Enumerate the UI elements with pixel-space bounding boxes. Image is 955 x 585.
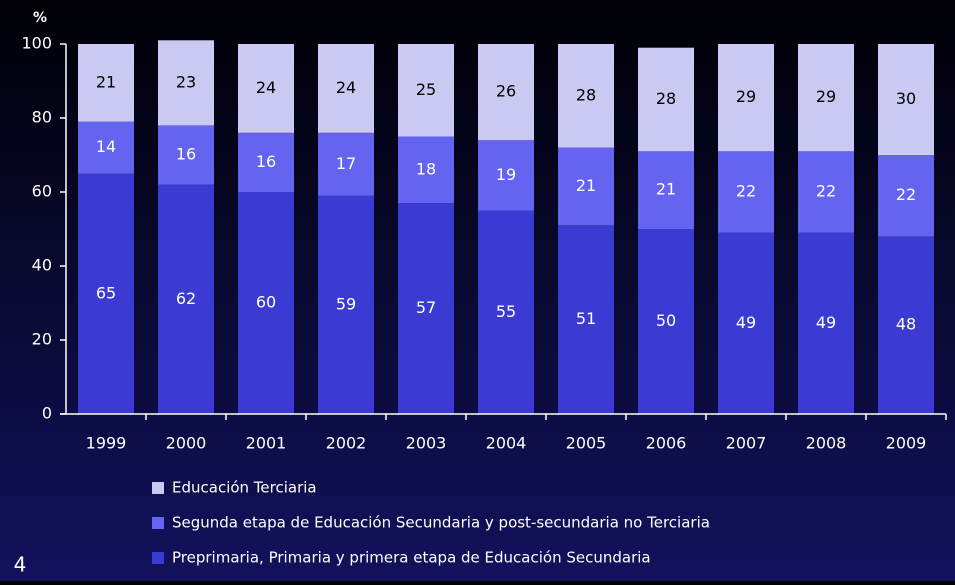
data-label: 19 — [496, 165, 516, 184]
data-label: 17 — [336, 154, 356, 173]
data-label: 14 — [96, 137, 116, 156]
data-label: 28 — [656, 89, 676, 108]
data-label: 24 — [336, 78, 356, 97]
bar-segment — [238, 44, 294, 133]
x-tick-label: 2003 — [406, 434, 447, 453]
x-tick-label: 2008 — [806, 434, 847, 453]
data-label: 29 — [736, 87, 756, 106]
data-label: 55 — [496, 302, 516, 321]
y-tick-label: 80 — [32, 108, 52, 127]
y-axis-label: % — [33, 10, 47, 26]
data-label: 16 — [176, 145, 196, 164]
bar-segment — [878, 236, 934, 414]
bar-segment — [318, 44, 374, 133]
bar-segment — [158, 40, 214, 126]
data-label: 65 — [96, 283, 116, 302]
bar-segment — [478, 140, 534, 211]
data-label: 62 — [176, 289, 196, 308]
bar-segment — [558, 44, 614, 148]
legend-label: Preprimaria, Primaria y primera etapa de… — [172, 549, 651, 567]
legend-label: Educación Terciaria — [172, 479, 317, 497]
x-tick-label: 2006 — [646, 434, 687, 453]
x-tick-label: 2004 — [486, 434, 527, 453]
bar-segment — [158, 125, 214, 185]
x-tick-label: 2005 — [566, 434, 607, 453]
bar-segment — [238, 132, 294, 192]
page-number: 4 — [14, 553, 27, 577]
data-label: 21 — [656, 180, 676, 199]
bar-segment — [718, 232, 774, 414]
data-label: 57 — [416, 298, 436, 317]
y-tick-label: 100 — [21, 34, 52, 53]
data-label: 48 — [896, 315, 916, 334]
bar-segment — [318, 195, 374, 414]
y-tick-label: 60 — [32, 182, 52, 201]
data-label: 30 — [896, 89, 916, 108]
data-label: 29 — [816, 87, 836, 106]
bar-segment — [318, 132, 374, 196]
data-label: 18 — [416, 159, 436, 178]
data-label: 51 — [576, 309, 596, 328]
legend-swatch — [152, 552, 164, 564]
data-label: 26 — [496, 82, 516, 101]
bar-segment — [158, 184, 214, 414]
data-label: 21 — [96, 72, 116, 91]
data-label: 22 — [736, 182, 756, 201]
x-tick-label: 2000 — [166, 434, 207, 453]
x-tick-label: 2009 — [886, 434, 927, 453]
bar-segment — [878, 155, 934, 237]
bar-segment — [398, 136, 454, 204]
data-label: 60 — [256, 293, 276, 312]
x-tick-label: 2007 — [726, 434, 767, 453]
bar-segment — [718, 151, 774, 233]
bar-segment — [78, 44, 134, 122]
bar-segment — [558, 147, 614, 226]
bar-segment — [398, 44, 454, 137]
bar-segment — [238, 192, 294, 414]
data-label: 22 — [816, 182, 836, 201]
bar-segment — [798, 44, 854, 152]
bar-segment — [78, 173, 134, 414]
y-tick-label: 0 — [42, 404, 52, 423]
bar-segment — [798, 232, 854, 414]
data-label: 25 — [416, 80, 436, 99]
data-label: 21 — [576, 176, 596, 195]
bar-segment — [638, 47, 694, 152]
data-label: 22 — [896, 185, 916, 204]
legend-swatch — [152, 482, 164, 494]
bar-segment — [478, 44, 534, 141]
x-tick-label: 1999 — [86, 434, 127, 453]
bar-segment — [478, 210, 534, 414]
bar-segment — [638, 151, 694, 229]
legend-label: Segunda etapa de Educación Secundaria y … — [172, 514, 710, 532]
data-label: 16 — [256, 152, 276, 171]
data-label: 24 — [256, 78, 276, 97]
legend-swatch — [152, 517, 164, 529]
bar-segment — [558, 225, 614, 414]
data-label: 59 — [336, 294, 356, 313]
bar-segment — [878, 44, 934, 155]
bar-segment — [718, 44, 774, 152]
data-label: 49 — [736, 313, 756, 332]
data-label: 28 — [576, 85, 596, 104]
data-label: 49 — [816, 313, 836, 332]
bar-segment — [638, 229, 694, 414]
x-tick-label: 2002 — [326, 434, 367, 453]
data-label: 50 — [656, 311, 676, 330]
x-tick-label: 2001 — [246, 434, 287, 453]
data-label: 23 — [176, 72, 196, 91]
y-tick-label: 20 — [32, 330, 52, 349]
y-tick-label: 40 — [32, 256, 52, 275]
bar-segment — [798, 151, 854, 233]
bar-segment — [78, 121, 134, 174]
bar-segment — [398, 203, 454, 414]
